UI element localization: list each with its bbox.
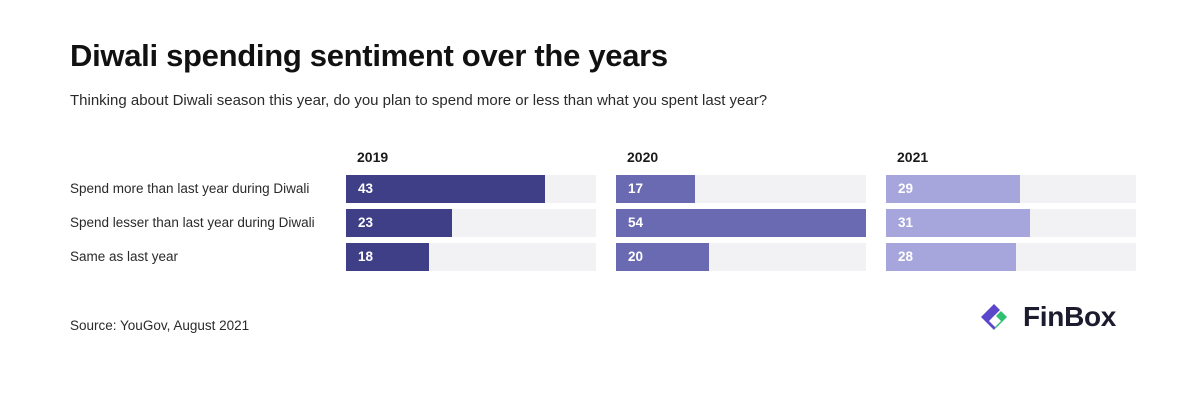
bar-2021-2: [886, 243, 1016, 271]
bar-track: 18: [346, 243, 596, 271]
finbox-logo-icon: [981, 304, 1007, 330]
bar-2020-0: [616, 175, 695, 203]
data-label: 29: [898, 181, 914, 196]
bar-2021-1: [886, 209, 1030, 237]
bar-track: 29: [886, 175, 1136, 203]
bar-track: 17: [616, 175, 866, 203]
data-label: 17: [628, 181, 644, 196]
series-label-2020: 2020: [627, 149, 659, 165]
logo-text: FinBox: [1023, 301, 1117, 332]
category-label: Spend lesser than last year during Diwal…: [70, 215, 315, 230]
bar-track: 23: [346, 209, 596, 237]
data-label: 31: [898, 215, 914, 230]
chart-subtitle: Thinking about Diwali season this year, …: [70, 92, 768, 109]
data-label: 54: [628, 215, 644, 230]
bar-2019-2: [346, 243, 429, 271]
series-label-2021: 2021: [897, 149, 929, 165]
bar-track: 54: [616, 209, 866, 237]
bar-2021-0: [886, 175, 1020, 203]
data-label: 43: [358, 181, 374, 196]
category-label: Same as last year: [70, 249, 179, 264]
bar-track: 28: [886, 243, 1136, 271]
bar-track: 43: [346, 175, 596, 203]
data-label: 23: [358, 215, 374, 230]
data-label: 18: [358, 249, 374, 264]
data-label: 20: [628, 249, 644, 264]
data-label: 28: [898, 249, 914, 264]
bar-2020-2: [616, 243, 709, 271]
bar-2020-1: [616, 209, 866, 237]
source-note: Source: YouGov, August 2021: [70, 318, 250, 333]
bar-2019-1: [346, 209, 452, 237]
bar-track: 31: [886, 209, 1136, 237]
category-label: Spend more than last year during Diwali: [70, 181, 310, 196]
series-label-2019: 2019: [357, 149, 389, 165]
bar-2019-0: [346, 175, 545, 203]
finbox-logo: FinBox: [975, 297, 1116, 337]
chart-title: Diwali spending sentiment over the years: [70, 38, 668, 73]
bar-track: 20: [616, 243, 866, 271]
